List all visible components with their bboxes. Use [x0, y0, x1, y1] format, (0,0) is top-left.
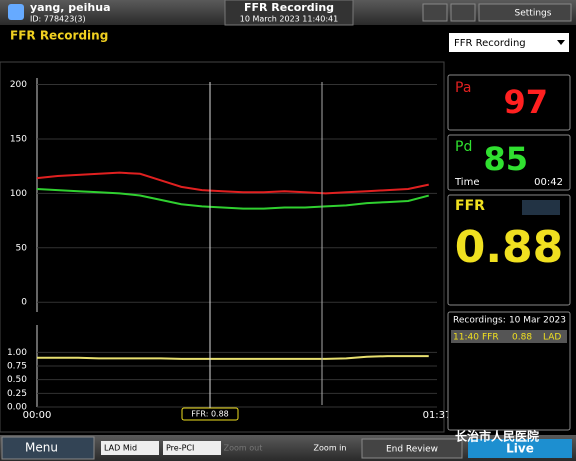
recording-time: 11:40	[453, 333, 479, 343]
end-review-label: End Review	[386, 445, 438, 455]
recording-value: 0.88	[512, 333, 532, 343]
user-icon	[8, 4, 24, 20]
pa-label: Pa	[455, 80, 471, 96]
zoom-out-label[interactable]: Zoom out	[224, 444, 263, 453]
y-tick-label: 100	[10, 189, 27, 199]
y-tick-label: 0	[21, 298, 27, 308]
recordings-date: 10 Mar 2023	[509, 316, 566, 326]
print-button[interactable]	[422, 3, 448, 22]
vessel-label: LAD Mid	[104, 444, 137, 453]
ffr-panel	[447, 194, 571, 306]
series-line	[37, 355, 429, 360]
y-tick-label: 0.00	[7, 403, 27, 413]
recording-vessel: LAD	[543, 333, 561, 343]
x-tick-label: 00:00	[23, 410, 52, 421]
recording-type: FFR	[482, 333, 499, 343]
pd-panel	[447, 134, 571, 191]
pa-panel	[447, 74, 571, 131]
patient-id: ID: 778423(3)	[30, 15, 86, 24]
ffr-value: 0.88	[455, 222, 564, 273]
y-tick-label: 0.50	[7, 375, 27, 385]
title: FFR Recording	[244, 1, 334, 14]
pd-label: Pd	[455, 139, 472, 155]
series-line	[36, 171, 429, 195]
mode-dropdown[interactable]	[449, 33, 569, 52]
x-tick-label: 01:37	[423, 410, 452, 421]
cursor-label: FFR: 0.88	[191, 410, 229, 419]
pd-value: 85	[483, 140, 528, 178]
ffr-label: FFR	[455, 198, 485, 214]
y-tick-label: 200	[10, 80, 27, 90]
watermark: 长治市人民医院	[455, 429, 539, 444]
chart-frame	[0, 61, 445, 433]
mode-label: FFR Recording	[10, 29, 108, 43]
time-value: 00:42	[534, 177, 563, 188]
settings-button[interactable]	[478, 3, 572, 22]
dropdown-arrow	[557, 40, 565, 45]
y-tick-label: 0.25	[7, 389, 27, 399]
y-tick-label: 1.00	[7, 348, 27, 358]
datetime: 10 March 2023 11:40:41	[240, 15, 338, 24]
recordings-panel	[447, 311, 571, 431]
stage-label: Pre-PCI	[166, 444, 194, 453]
patient-name: yang, peihua	[30, 1, 111, 14]
end-review-button[interactable]	[361, 438, 463, 459]
time-label: Time	[454, 177, 479, 188]
y-tick-label: 0.75	[7, 362, 27, 372]
export-button[interactable]	[450, 3, 476, 22]
y-tick-label: 50	[16, 243, 28, 253]
y-tick-label: 150	[10, 134, 27, 144]
live-label: Live	[506, 442, 534, 456]
menu-label: Menu	[25, 441, 58, 455]
settings-label: Settings	[515, 9, 552, 19]
pa-value: 97	[503, 83, 548, 121]
ffr-icon	[522, 200, 560, 215]
menu-button[interactable]	[1, 436, 95, 460]
stage-dropdown[interactable]	[163, 441, 221, 455]
recordings-title: Recordings:	[453, 316, 506, 326]
series-line	[36, 188, 430, 210]
vessel-dropdown[interactable]	[101, 441, 159, 455]
zoom-in-label[interactable]: Zoom in	[314, 444, 347, 453]
title-tab	[224, 0, 354, 26]
recording-row[interactable]	[451, 330, 567, 343]
live-button[interactable]	[468, 439, 572, 458]
mode-dropdown-label: FFR Recording	[454, 38, 526, 49]
